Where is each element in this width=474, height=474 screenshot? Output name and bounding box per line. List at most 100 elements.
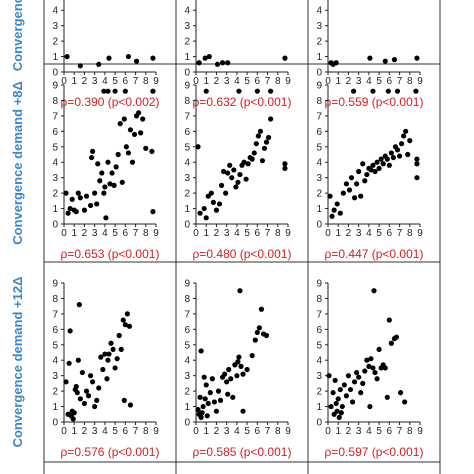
y-tick-label: 1 bbox=[184, 402, 190, 413]
data-point bbox=[243, 176, 249, 182]
data-point bbox=[209, 376, 215, 382]
data-point bbox=[236, 88, 242, 94]
data-point bbox=[203, 215, 209, 221]
data-point bbox=[366, 363, 372, 369]
y-tick-label: 6 bbox=[316, 325, 322, 336]
data-point bbox=[349, 399, 356, 405]
data-point bbox=[231, 167, 237, 173]
y-tick-label: 2 bbox=[52, 37, 58, 48]
data-point bbox=[252, 337, 258, 343]
data-point bbox=[334, 408, 340, 414]
data-point bbox=[120, 317, 126, 323]
x-tick-label: 0 bbox=[325, 228, 331, 239]
y-tick-label: 1 bbox=[184, 204, 190, 215]
data-point bbox=[229, 175, 235, 181]
data-point bbox=[265, 134, 272, 141]
y-tick-label: 0 bbox=[52, 418, 58, 429]
y-tick-label: 2 bbox=[316, 37, 322, 48]
data-point bbox=[233, 184, 239, 190]
x-tick-label: 9 bbox=[153, 228, 159, 239]
data-point bbox=[127, 127, 134, 133]
y-tick-label: 9 bbox=[52, 279, 58, 290]
data-point bbox=[201, 205, 207, 212]
data-point bbox=[71, 410, 77, 416]
data-point bbox=[201, 374, 207, 380]
x-tick-label: 9 bbox=[285, 426, 291, 437]
x-tick-label: 2 bbox=[214, 228, 220, 239]
data-point bbox=[328, 403, 334, 410]
data-point bbox=[202, 55, 208, 61]
y-tick-label: 0 bbox=[184, 68, 190, 79]
x-tick-label: 7 bbox=[133, 76, 139, 87]
x-tick-label: 4 bbox=[234, 76, 240, 87]
data-point bbox=[407, 138, 413, 144]
x-tick-label: 5 bbox=[244, 426, 250, 437]
correlation-annotation: ρ=0.559 (p<0.001) bbox=[325, 95, 424, 109]
data-point bbox=[200, 403, 206, 410]
data-point bbox=[249, 156, 255, 162]
x-tick-label: 5 bbox=[376, 76, 382, 87]
data-point bbox=[382, 58, 388, 64]
data-point bbox=[414, 156, 420, 162]
x-tick-label: 4 bbox=[102, 426, 108, 437]
data-point bbox=[63, 190, 69, 196]
data-point bbox=[346, 187, 353, 193]
data-point bbox=[108, 340, 114, 346]
data-point bbox=[79, 369, 85, 376]
data-point bbox=[131, 131, 138, 138]
data-point bbox=[138, 130, 144, 136]
data-point bbox=[245, 161, 251, 167]
y-tick-label: 1 bbox=[184, 52, 190, 63]
data-point bbox=[112, 365, 118, 371]
x-tick-label: 0 bbox=[61, 228, 67, 239]
data-point bbox=[237, 171, 243, 178]
data-point bbox=[370, 88, 376, 94]
y-tick-label: 7 bbox=[52, 111, 58, 122]
data-point bbox=[150, 55, 156, 61]
data-point bbox=[115, 151, 121, 158]
data-point bbox=[81, 207, 88, 213]
data-point bbox=[102, 351, 108, 357]
y-tick-label: 7 bbox=[184, 111, 190, 122]
data-point bbox=[122, 322, 128, 328]
data-point bbox=[210, 199, 216, 205]
data-point bbox=[203, 88, 209, 94]
y-tick-label: 1 bbox=[52, 204, 58, 215]
y-tick-label: 1 bbox=[316, 402, 322, 413]
data-point bbox=[104, 376, 110, 382]
data-point bbox=[414, 175, 420, 181]
y-tick-label: 8 bbox=[316, 294, 322, 305]
data-point bbox=[237, 288, 243, 294]
y-tick-label: 2 bbox=[316, 387, 322, 398]
data-point bbox=[225, 60, 231, 66]
data-point bbox=[256, 325, 262, 331]
data-point bbox=[125, 53, 131, 60]
data-point bbox=[257, 128, 263, 134]
y-tick-label: 4 bbox=[52, 356, 58, 367]
data-point bbox=[228, 376, 234, 382]
x-tick-label: 1 bbox=[71, 76, 77, 87]
data-point bbox=[405, 151, 411, 158]
x-tick-label: 3 bbox=[356, 426, 362, 437]
data-point bbox=[351, 195, 358, 201]
data-point bbox=[87, 373, 94, 379]
correlation-annotation: ρ=0.597 (p<0.001) bbox=[325, 445, 424, 459]
y-tick-label: 7 bbox=[316, 111, 322, 122]
data-point bbox=[114, 356, 120, 362]
data-point bbox=[215, 388, 222, 394]
data-point bbox=[195, 144, 201, 150]
data-point bbox=[394, 147, 401, 153]
x-tick-label: 2 bbox=[346, 426, 352, 437]
x-tick-label: 8 bbox=[275, 426, 281, 437]
data-point bbox=[254, 329, 260, 336]
x-tick-label: 4 bbox=[366, 76, 372, 87]
data-point bbox=[105, 88, 111, 94]
data-point bbox=[333, 400, 339, 407]
data-point bbox=[261, 145, 268, 151]
y-tick-label: 1 bbox=[316, 204, 322, 215]
data-point bbox=[362, 178, 368, 184]
data-point bbox=[126, 323, 133, 329]
y-tick-label: 8 bbox=[316, 96, 322, 107]
data-point bbox=[384, 394, 390, 400]
data-point bbox=[332, 377, 338, 383]
